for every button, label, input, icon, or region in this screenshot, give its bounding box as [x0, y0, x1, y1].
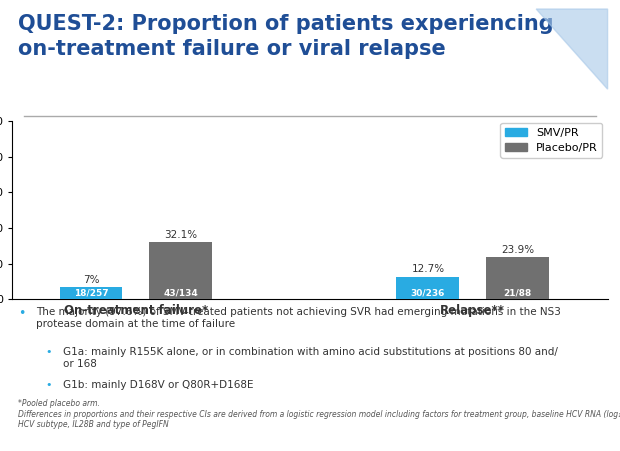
Text: G1a: mainly R155K alone, or in combination with amino acid substitutions at posi: G1a: mainly R155K alone, or in combinati…	[63, 347, 558, 369]
Text: 32.1%: 32.1%	[164, 230, 197, 240]
Legend: SMV/PR, Placebo/PR: SMV/PR, Placebo/PR	[500, 123, 602, 157]
Polygon shape	[536, 9, 608, 89]
Bar	[60, 287, 123, 299]
Bar	[149, 242, 212, 299]
Bar	[486, 257, 549, 299]
Text: 21/88: 21/88	[503, 289, 532, 298]
Text: G1b: mainly D168V or Q80R+D168E: G1b: mainly D168V or Q80R+D168E	[63, 380, 254, 390]
Text: The majority (97.6%) of SMV-treated patients not achieving SVR had emerging muta: The majority (97.6%) of SMV-treated pati…	[36, 307, 561, 329]
Text: •: •	[45, 347, 51, 358]
Text: 12.7%: 12.7%	[411, 264, 445, 275]
Text: 43/134: 43/134	[164, 289, 198, 298]
Bar	[396, 276, 459, 299]
Text: 30/236: 30/236	[410, 289, 445, 298]
Text: •: •	[45, 380, 51, 390]
Text: *Pooled placebo arm.
Differences in proportions and their respective CIs are der: *Pooled placebo arm. Differences in prop…	[19, 399, 620, 429]
Text: QUEST-2: Proportion of patients experiencing
on-treatment failure or viral relap: QUEST-2: Proportion of patients experien…	[19, 14, 554, 59]
Text: 7%: 7%	[82, 275, 99, 285]
Text: 18/257: 18/257	[74, 289, 108, 298]
Text: •: •	[19, 307, 25, 320]
Text: 23.9%: 23.9%	[501, 244, 534, 254]
